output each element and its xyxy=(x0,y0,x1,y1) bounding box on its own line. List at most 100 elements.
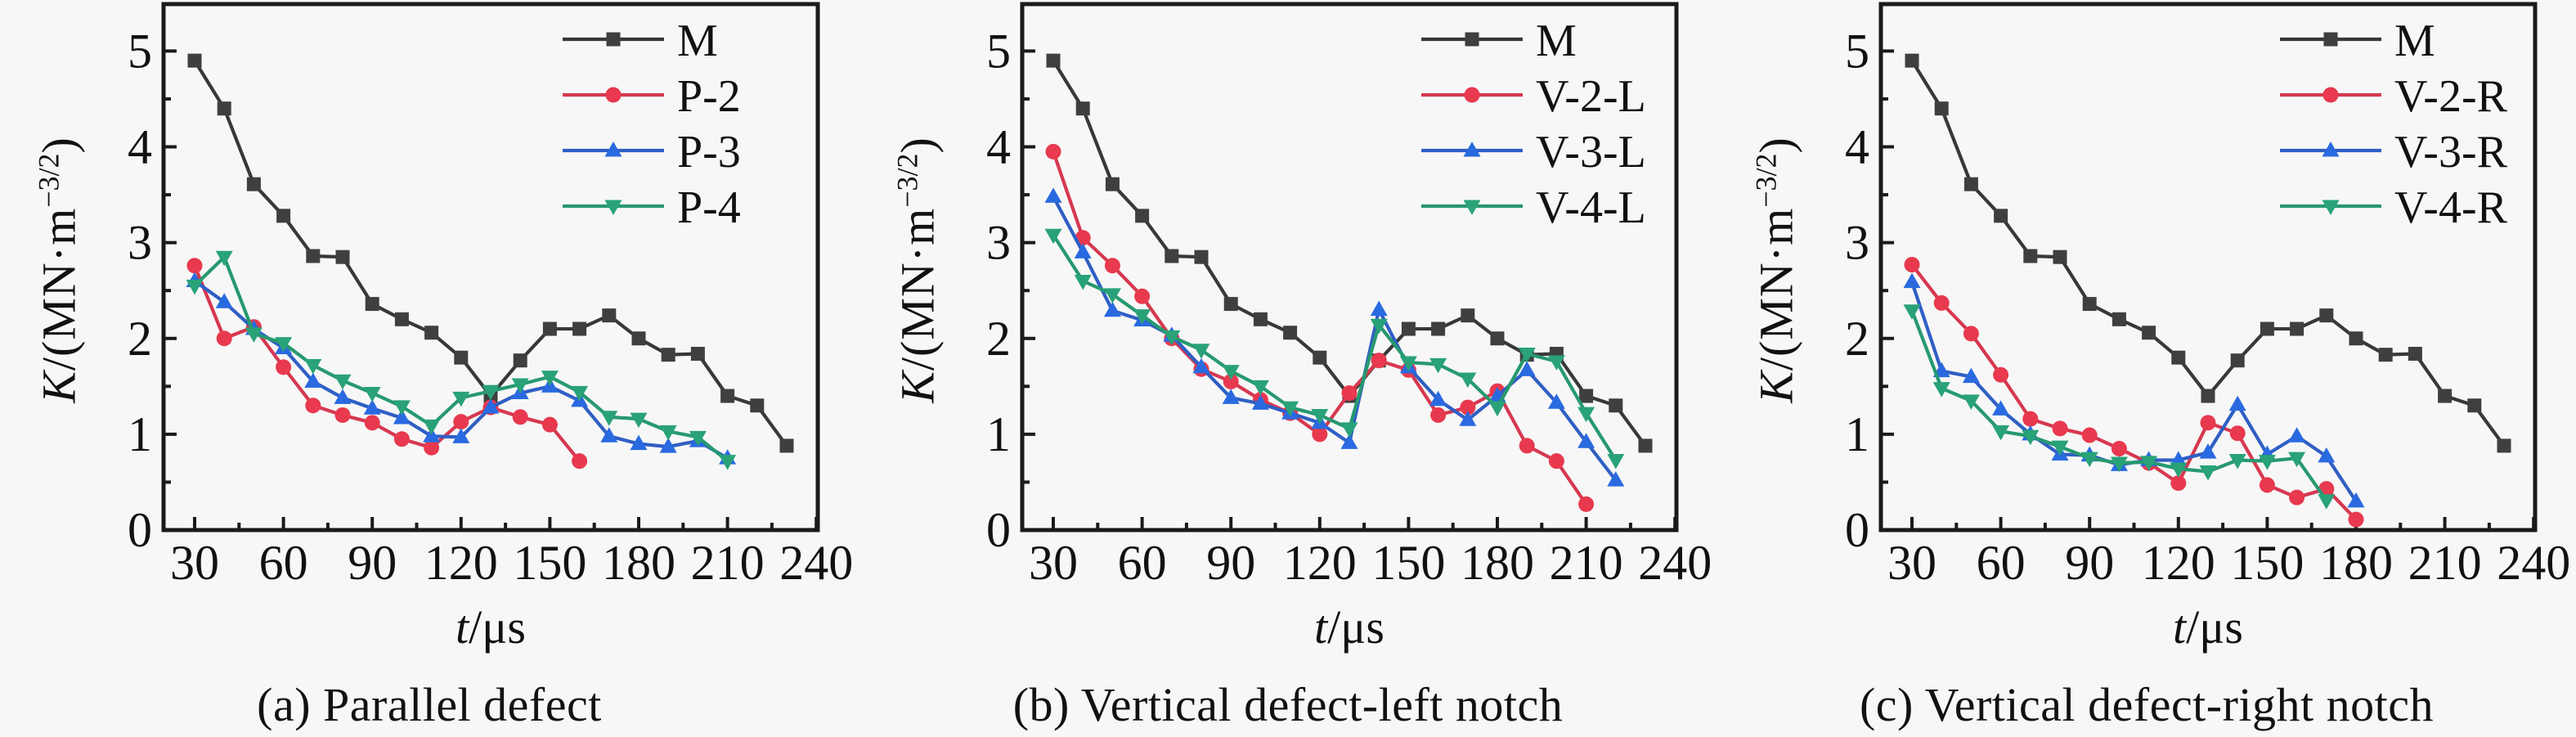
series-marker-P-4 xyxy=(186,279,204,295)
series-marker-M xyxy=(631,331,646,346)
series-marker-V-3-L xyxy=(1577,433,1595,448)
series-marker-M xyxy=(1165,249,1179,263)
series-marker-P-4 xyxy=(659,425,677,441)
legend-item-V-4-R: V-4-R xyxy=(2280,182,2508,233)
series-marker-V-4-L xyxy=(1251,380,1269,396)
series-marker-M xyxy=(1905,53,1919,68)
legend-marker-P-3 xyxy=(604,142,622,157)
x-tick-label: 150 xyxy=(1371,536,1445,590)
series-marker-M xyxy=(2467,398,2482,413)
series-marker-V-2-R xyxy=(2289,489,2305,506)
series-marker-M xyxy=(276,209,291,223)
series-marker-V-2-L xyxy=(1371,353,1387,369)
axis-ticks xyxy=(1022,49,1677,532)
series-marker-M xyxy=(1253,312,1268,326)
series-marker-M xyxy=(365,297,379,312)
series-marker-V-2-R xyxy=(2259,477,2275,493)
series-marker-V-2-R xyxy=(2229,425,2246,442)
series-marker-M xyxy=(2408,346,2422,361)
series-marker-V-4-L xyxy=(1547,355,1565,371)
series-marker-P-4 xyxy=(719,455,737,470)
series-marker-P-4 xyxy=(511,378,529,393)
legend-item-V-2-R: V-2-R xyxy=(2280,71,2508,122)
caption-b: (b) Vertical defect-left notch xyxy=(1012,678,1564,731)
x-tick-label: 150 xyxy=(2230,536,2304,590)
y-tick-label: 0 xyxy=(1845,503,1869,557)
series-marker-V-3-L xyxy=(1074,243,1092,258)
series-marker-P-4 xyxy=(304,359,322,375)
series-marker-M xyxy=(394,312,409,326)
plot-border xyxy=(1878,2,2538,533)
series-marker-P-4 xyxy=(452,391,470,407)
series-marker-V-4-L xyxy=(1311,408,1329,425)
x-axis-label: t/μs xyxy=(2173,600,2243,654)
series-marker-M xyxy=(2171,350,2186,365)
chart-vertical-defect-right-notch: 30 60 90 120 150 180 210 240 0 1 2 3 4 5 MV-2-RV-3-RV-… xyxy=(1845,2,2570,590)
x-tick-label: 30 xyxy=(1887,536,1936,590)
series-marker-M xyxy=(246,177,261,191)
legend-label: M xyxy=(1536,16,1577,66)
series-marker-M xyxy=(1313,350,1327,365)
axis-tick-labels: 30 60 90 120 150 180 210 240 0 1 2 3 4 5 xyxy=(1845,24,2570,590)
series-marker-M xyxy=(2142,326,2156,340)
x-tick-label: 210 xyxy=(1550,536,1623,590)
series-marker-P-2 xyxy=(393,431,410,447)
series-marker-V-4-R xyxy=(2022,429,2040,446)
series-marker-V-2-L xyxy=(1312,426,1328,443)
legend-marker-V-2-L xyxy=(1464,87,1480,103)
series-marker-M xyxy=(306,249,321,263)
series-marker-V-4-R xyxy=(1992,425,2010,441)
series-marker-V-2-R xyxy=(1904,257,1920,273)
series-marker-V-2-L xyxy=(1223,373,1239,389)
series-marker-M xyxy=(2290,321,2304,336)
series-V-4-R xyxy=(1903,304,2336,510)
series-marker-V-3-L xyxy=(1192,357,1210,374)
legend-item-M: M xyxy=(2280,16,2435,66)
y-tick-label: 4 xyxy=(128,120,152,174)
series-marker-P-3 xyxy=(423,427,441,443)
series-marker-P-2 xyxy=(572,453,588,470)
series-marker-M xyxy=(602,308,617,323)
legend: MP-2P-3P-4 xyxy=(563,16,741,233)
series-marker-V-4-L xyxy=(1133,309,1151,325)
series-marker-P-3 xyxy=(600,427,618,443)
legend: MV-2-LV-3-LV-4-L xyxy=(1421,16,1646,233)
series-marker-M xyxy=(1075,101,1090,116)
series-marker-V-2-L xyxy=(1578,496,1595,512)
axis-tick-labels: 30 60 90 120 150 180 210 240 0 1 2 3 4 5 xyxy=(128,24,853,590)
series-marker-V-4-L xyxy=(1370,318,1388,335)
series-marker-P-2 xyxy=(364,415,380,431)
axis-ticks xyxy=(1881,49,2536,532)
series-marker-M xyxy=(424,326,439,340)
series-marker-V-4-R xyxy=(2228,454,2246,470)
series-marker-P-4 xyxy=(363,387,381,402)
legend-marker-P-4 xyxy=(604,200,622,215)
series-marker-V-3-L xyxy=(1251,394,1269,410)
series-marker-P-3 xyxy=(215,293,233,308)
legend-marker-V-3-L xyxy=(1463,142,1481,157)
series-marker-V-4-R xyxy=(2199,465,2217,481)
y-tick-label: 4 xyxy=(986,120,1011,174)
series-marker-M xyxy=(1283,326,1298,340)
legend-label: V-3-R xyxy=(2394,127,2508,178)
series-marker-V-2-L xyxy=(1548,453,1564,470)
x-tick-label: 180 xyxy=(602,536,675,590)
series-marker-P-4 xyxy=(245,327,263,343)
series-marker-M xyxy=(1609,398,1623,413)
legend-marker-M xyxy=(1465,32,1479,47)
series-marker-M xyxy=(1105,177,1120,191)
legend-item-P-4: P-4 xyxy=(563,182,741,233)
series-marker-V-4-R xyxy=(2288,452,2306,468)
y-tick-label: 1 xyxy=(128,407,152,461)
legend-marker-P-2 xyxy=(605,87,622,103)
series-marker-P-3 xyxy=(304,372,322,388)
series-marker-M xyxy=(1401,321,1416,336)
series-marker-M xyxy=(1638,438,1653,453)
series-marker-M xyxy=(1046,53,1061,68)
series-marker-M xyxy=(187,53,202,68)
series-marker-P-2 xyxy=(276,359,292,375)
series-marker-V-4-L xyxy=(1222,365,1240,380)
series-marker-P-2 xyxy=(186,258,203,274)
series-marker-V-3-L xyxy=(1459,411,1477,426)
y-tick-label: 3 xyxy=(128,216,152,270)
